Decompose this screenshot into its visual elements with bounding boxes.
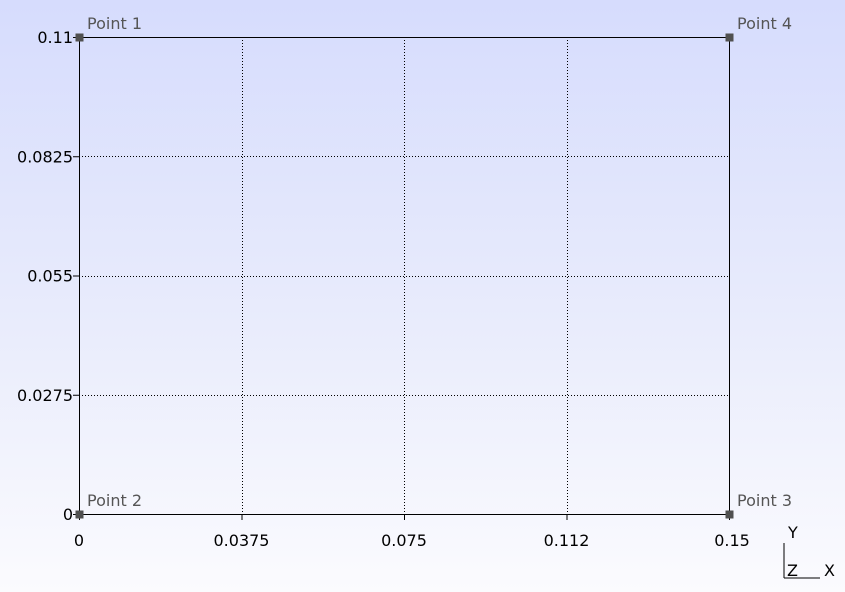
data-point-label: Point 3 [737, 491, 792, 510]
data-point-label: Point 4 [737, 14, 792, 33]
triad-z-label: Z [787, 561, 798, 580]
data-point-marker[interactable] [75, 33, 84, 42]
data-point-label: Point 1 [87, 14, 142, 33]
y-tick-label: 0 [63, 505, 73, 524]
x-tick-label: 0.112 [544, 531, 590, 550]
data-point-marker[interactable] [725, 33, 734, 42]
data-point-label: Point 2 [87, 491, 142, 510]
x-tick-label: 0.0375 [214, 531, 270, 550]
y-tick-label: 0.055 [27, 267, 73, 286]
y-tick-label: 0.11 [37, 28, 73, 47]
x-tick-label: 0.075 [381, 531, 427, 550]
data-point-marker[interactable] [725, 510, 734, 519]
tick-labels: 0 0.0375 0.075 0.112 0.15 0 0.0275 0.055 0.0825 0… [17, 28, 750, 550]
grid-lines [79, 37, 729, 514]
y-tick-label: 0.0275 [17, 386, 73, 405]
x-tick-label: 0.15 [714, 531, 750, 550]
triad-x-label: X [824, 561, 835, 580]
x-tick-label: 0 [74, 531, 84, 550]
axes-orientation-triad: Y Z X [783, 523, 835, 580]
data-point-marker[interactable] [75, 510, 84, 519]
y-tick-label: 0.0825 [17, 147, 73, 166]
triad-y-label: Y [787, 523, 798, 542]
data-points: Point 1 Point 2 Point 3 Point 4 [75, 14, 792, 519]
